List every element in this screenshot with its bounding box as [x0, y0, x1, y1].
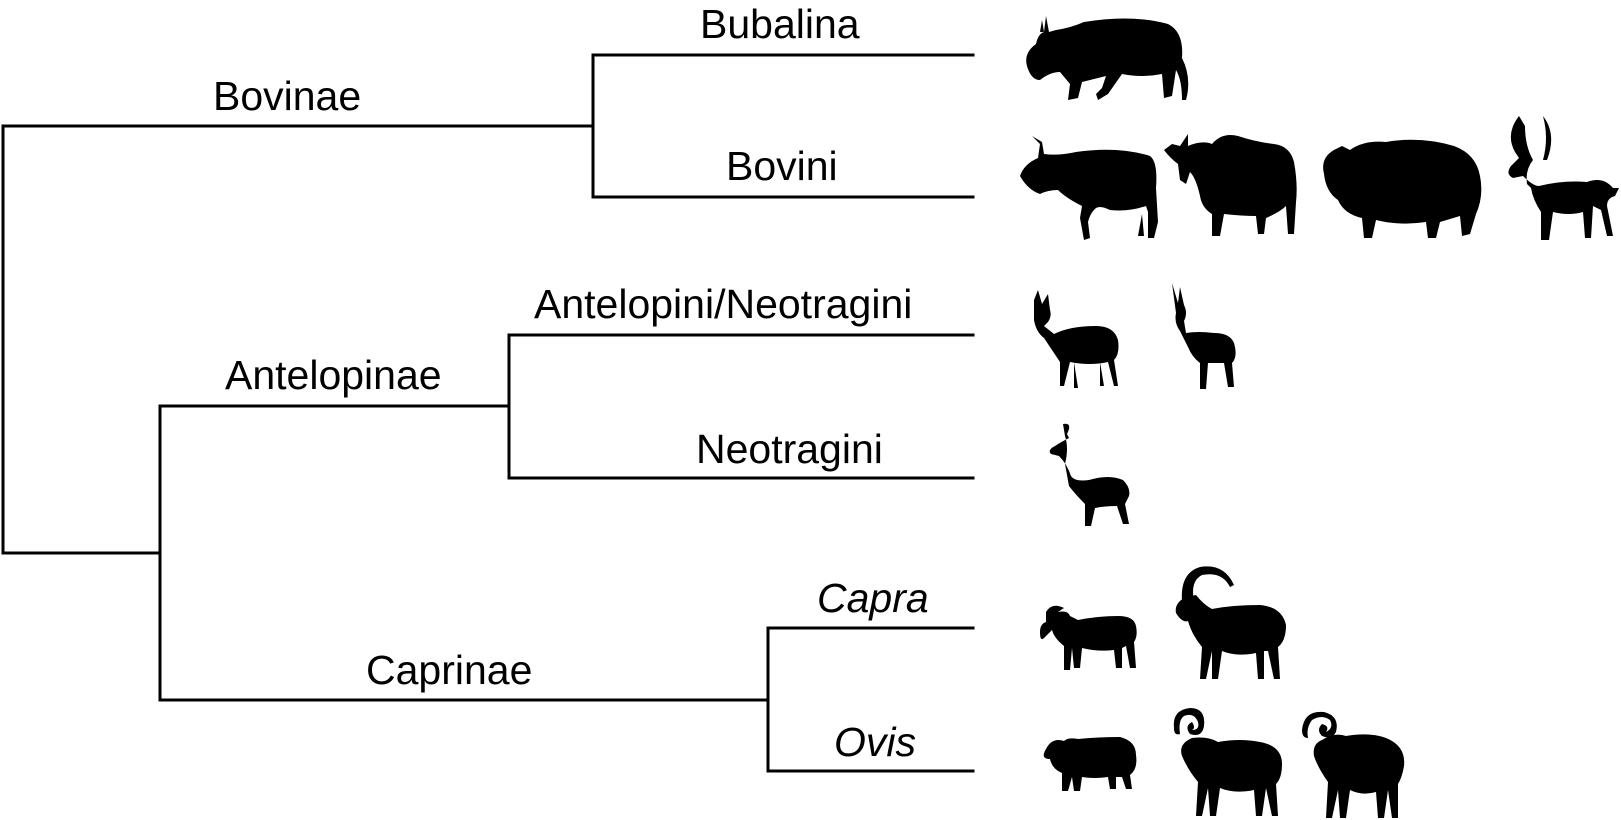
- antelopinae-caprinae-branch: [1, 404, 162, 702]
- label-capra: Capra: [817, 575, 929, 621]
- ibex-icon: [1175, 566, 1286, 679]
- label-ovis: Ovis: [834, 719, 916, 765]
- cattle-icon: [1020, 136, 1158, 240]
- sheep-icon: [1043, 737, 1137, 791]
- tree-branches: [1, 53, 975, 773]
- label-neotragini: Neotragini: [696, 426, 883, 472]
- label-antelopinae: Antelopinae: [225, 352, 442, 398]
- ankole-cattle-icon: [1508, 116, 1619, 240]
- yak-icon: [1323, 139, 1482, 238]
- zebu-icon: [1164, 134, 1297, 236]
- antelopinae-branch: [158, 333, 975, 480]
- dwarf-antelope-icon: [1049, 423, 1130, 526]
- label-antelopini-neotragini: Antelopini/Neotragini: [534, 281, 913, 327]
- springbok-icon: [1172, 283, 1236, 389]
- gazelle-icon: [1034, 290, 1119, 388]
- label-bovinae: Bovinae: [213, 73, 362, 119]
- bovinae-branch: [1, 53, 975, 199]
- goat-icon: [1040, 605, 1137, 670]
- bighorn-ram-icon: [1173, 708, 1282, 816]
- caprinae-branch: [158, 626, 975, 773]
- label-bovini: Bovini: [726, 143, 838, 189]
- label-bubalina: Bubalina: [700, 1, 860, 47]
- mouflon-icon: [1302, 711, 1405, 818]
- water-buffalo-icon: [1026, 16, 1189, 100]
- label-caprinae: Caprinae: [366, 647, 533, 693]
